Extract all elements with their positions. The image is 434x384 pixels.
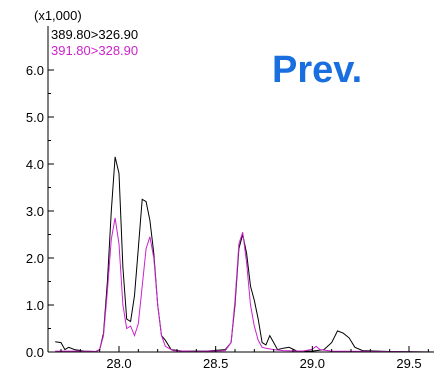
series-line-1 [55,156,434,353]
y-tick-label: 6.0 [26,63,44,78]
x-tick-label: 29.0 [300,356,325,371]
prev-annotation: Prev. [272,49,362,91]
legend-entry-series-2: 391.80>328.90 [51,43,138,58]
y-tick-label: 4.0 [26,157,44,172]
y-tick-label: 3.0 [26,204,44,219]
x-tick-label: 29.5 [396,356,421,371]
y-tick-label: 2.0 [26,251,44,266]
x-axis-ticks: 28.0 28.5 29.0 29.5 [60,346,429,371]
x-tick-label: 28.0 [106,356,131,371]
y-tick-label: 5.0 [26,110,44,125]
series-line-2 [55,217,434,353]
y-tick-label: 1.0 [26,298,44,313]
legend-entry-series-1: 389.80>326.90 [51,27,138,42]
y-scale-label: (x1,000) [34,8,82,23]
x-tick-label: 28.5 [203,356,228,371]
series-layer [55,156,434,353]
y-tick-label: 0.0 [26,345,44,360]
y-axis-ticks: 0.0 1.0 2.0 3.0 4.0 5.0 6.0 [26,63,54,360]
